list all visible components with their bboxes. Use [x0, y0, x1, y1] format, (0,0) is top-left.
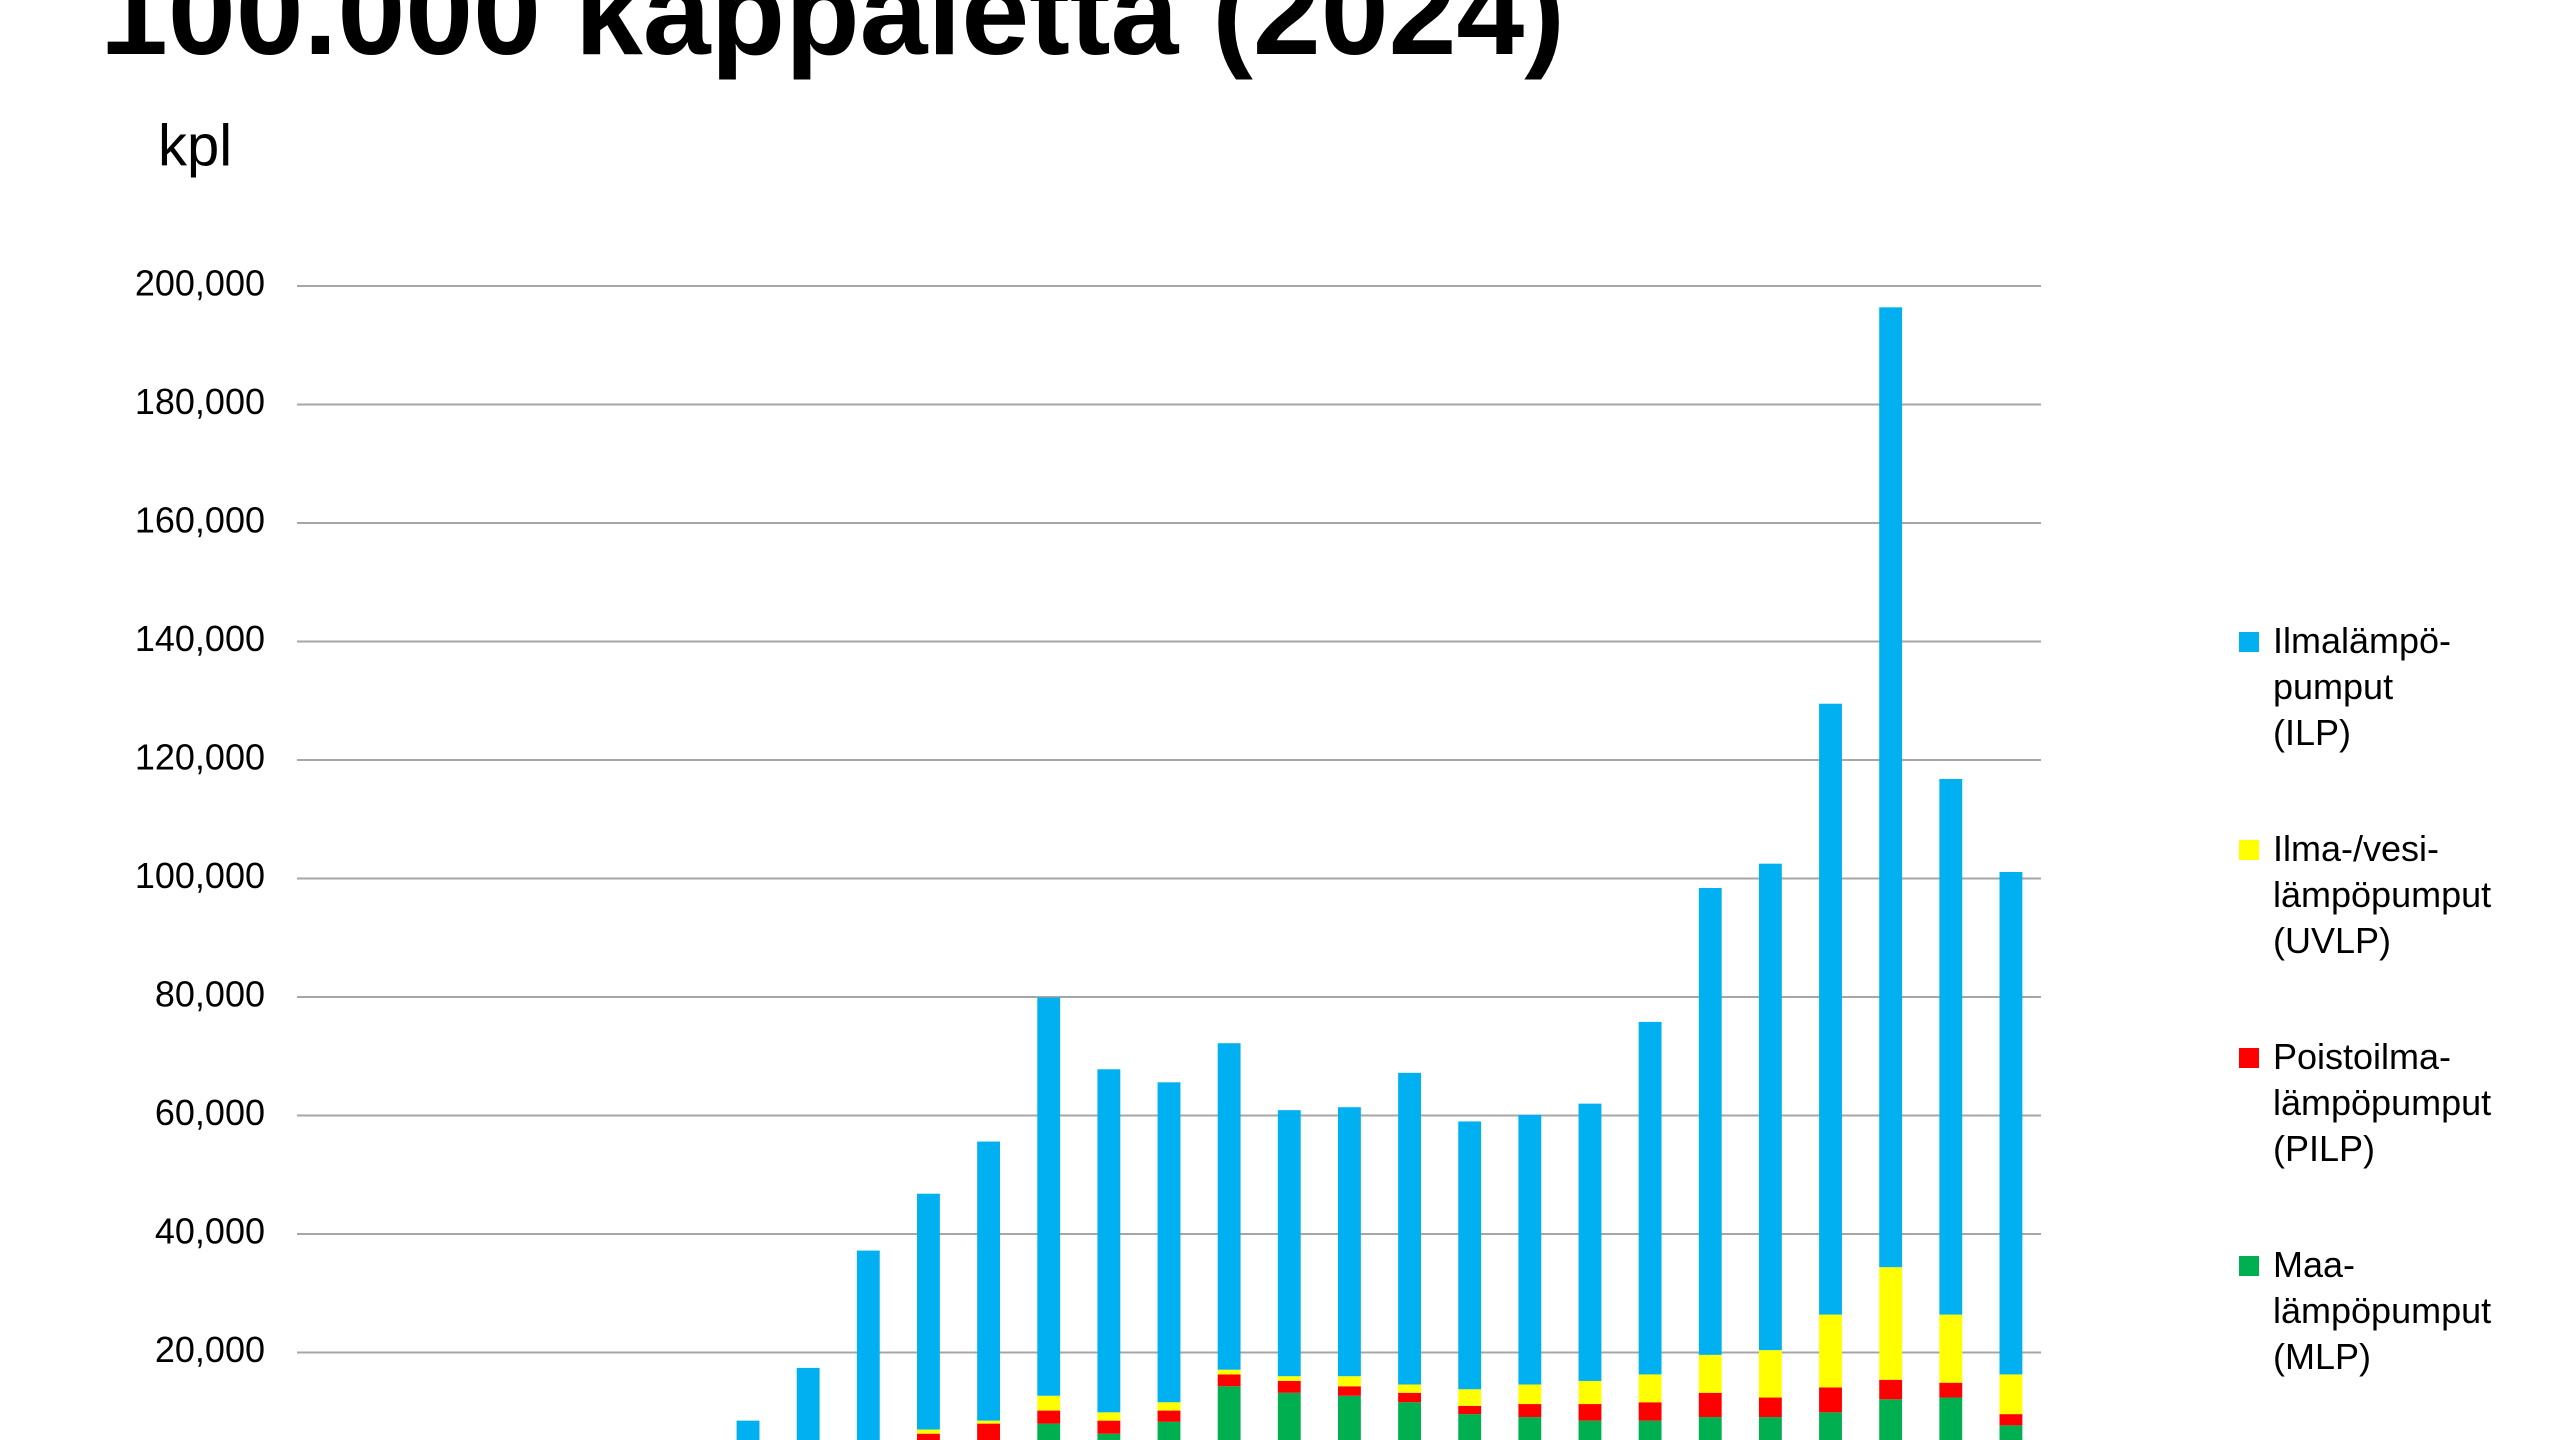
- bar-segment: [1879, 307, 1903, 1268]
- bar-segment: [1819, 1314, 1842, 1388]
- bar-segment: [1578, 1103, 1602, 1381]
- legend-swatch: [2239, 840, 2259, 860]
- chart-title: 100.000 kappaletta (2024): [100, 0, 1565, 80]
- bar-segment: [977, 1420, 1001, 1424]
- bar-segment: [1277, 1392, 1301, 1440]
- bar-segment: [1398, 1392, 1421, 1403]
- y-axis-label: kpl: [158, 113, 232, 178]
- bar-segment: [1097, 1433, 1121, 1440]
- y-tick-label: 80,000: [155, 974, 265, 1015]
- bar-segment: [1398, 1402, 1421, 1440]
- bar-segment: [1037, 1410, 1061, 1424]
- bar-segment: [1638, 1420, 1662, 1440]
- bar-segment: [1157, 1402, 1181, 1411]
- bar-segment: [1277, 1376, 1301, 1381]
- y-tick-label: 20,000: [155, 1329, 265, 1370]
- bar-segment: [1939, 778, 1963, 1315]
- bar-segment: [1939, 1382, 1963, 1398]
- y-tick-label: 120,000: [135, 737, 265, 778]
- bar-segment: [917, 1429, 940, 1434]
- bar-segment: [1157, 1082, 1181, 1403]
- bar-segment: [1518, 1384, 1542, 1405]
- bar-segment: [1037, 1423, 1061, 1440]
- bar-segment: [1458, 1121, 1482, 1390]
- bar-segment: [1037, 997, 1061, 1396]
- legend-label: Ilma-/vesi- lämpöpumput (UVLP): [2273, 828, 2492, 961]
- bar-segment: [1337, 1107, 1361, 1377]
- bar-segment: [1157, 1410, 1181, 1422]
- bar-segment: [1157, 1421, 1181, 1440]
- bar-segment: [1939, 1397, 1963, 1440]
- bar-segment: [796, 1367, 820, 1440]
- bar-segment: [1458, 1414, 1482, 1440]
- bar-segment: [1398, 1384, 1421, 1393]
- bar-segment: [1999, 1425, 2023, 1440]
- bar-segment: [1518, 1114, 1542, 1385]
- bar-segment: [1578, 1380, 1602, 1405]
- bar-segment: [1698, 1354, 1722, 1393]
- legend-swatch: [2239, 1256, 2259, 1276]
- bar-segment: [1758, 1417, 1782, 1440]
- bar-segment: [736, 1420, 760, 1440]
- bar-segment: [1879, 1399, 1903, 1440]
- bar-segment: [1638, 1021, 1662, 1375]
- bar-segment: [1939, 1314, 1963, 1383]
- bar-segment: [1097, 1069, 1121, 1413]
- bar-segment: [1638, 1402, 1662, 1421]
- bar-segment: [1819, 1387, 1842, 1413]
- bar-segment: [1698, 887, 1722, 1355]
- y-tick-label: 180,000: [135, 381, 265, 422]
- y-tick-label: 40,000: [155, 1211, 265, 1252]
- legend-swatch: [2239, 1048, 2259, 1068]
- y-tick-label: 160,000: [135, 500, 265, 541]
- bar-segment: [917, 1433, 940, 1440]
- y-tick-label: 200,000: [135, 263, 265, 304]
- legend-label: Ilmalämpö- pumput (ILP): [2273, 620, 2452, 753]
- bar-segment: [1277, 1110, 1301, 1377]
- bar-segment: [1638, 1374, 1662, 1403]
- y-tick-label: 140,000: [135, 618, 265, 659]
- bar-segment: [1277, 1380, 1301, 1393]
- bar-segment: [1518, 1417, 1542, 1440]
- bar-segment: [1037, 1395, 1061, 1411]
- bar-segment: [1819, 1412, 1842, 1440]
- bar-segment: [1337, 1386, 1361, 1396]
- bar-segment: [1097, 1420, 1121, 1434]
- bar-segment: [1879, 1267, 1903, 1380]
- legend-swatch: [2239, 632, 2259, 652]
- bar-segment: [1578, 1404, 1602, 1421]
- bar-segment: [1698, 1392, 1722, 1418]
- y-tick-label: 60,000: [155, 1092, 265, 1133]
- bar-segment: [1758, 1397, 1782, 1418]
- y-tick-label: 100,000: [135, 855, 265, 896]
- bar-segment: [1879, 1379, 1903, 1400]
- bar-segment: [1398, 1072, 1421, 1385]
- bar-segment: [1518, 1404, 1542, 1418]
- bar-segment: [917, 1193, 940, 1430]
- bar-segment: [977, 1423, 1001, 1440]
- bar-segment: [1999, 1374, 2023, 1415]
- bar-segment: [1217, 1369, 1241, 1375]
- bar-segment: [1337, 1395, 1361, 1440]
- bar-segment: [1097, 1412, 1121, 1421]
- bar-segment: [977, 1141, 1001, 1421]
- bar-segment: [1758, 1350, 1782, 1398]
- legend-label: Poistoilma- lämpöpumput (PILP): [2273, 1036, 2492, 1169]
- legend-label: Maa- lämpöpumput (MLP): [2273, 1244, 2492, 1377]
- bar-segment: [1217, 1374, 1241, 1387]
- bar-segment: [1217, 1043, 1241, 1370]
- bar-segment: [1217, 1386, 1241, 1440]
- bar-segment: [1698, 1417, 1722, 1440]
- bar-segment: [1819, 703, 1842, 1315]
- bar-segment: [1578, 1420, 1602, 1440]
- bar-segment: [1458, 1405, 1482, 1415]
- bar-segment: [856, 1250, 880, 1440]
- bar-segment: [1337, 1376, 1361, 1387]
- bar-segment: [1758, 863, 1782, 1351]
- bar-segment: [1999, 1414, 2023, 1426]
- bar-segment: [1458, 1389, 1482, 1406]
- bar-segment: [1999, 871, 2023, 1375]
